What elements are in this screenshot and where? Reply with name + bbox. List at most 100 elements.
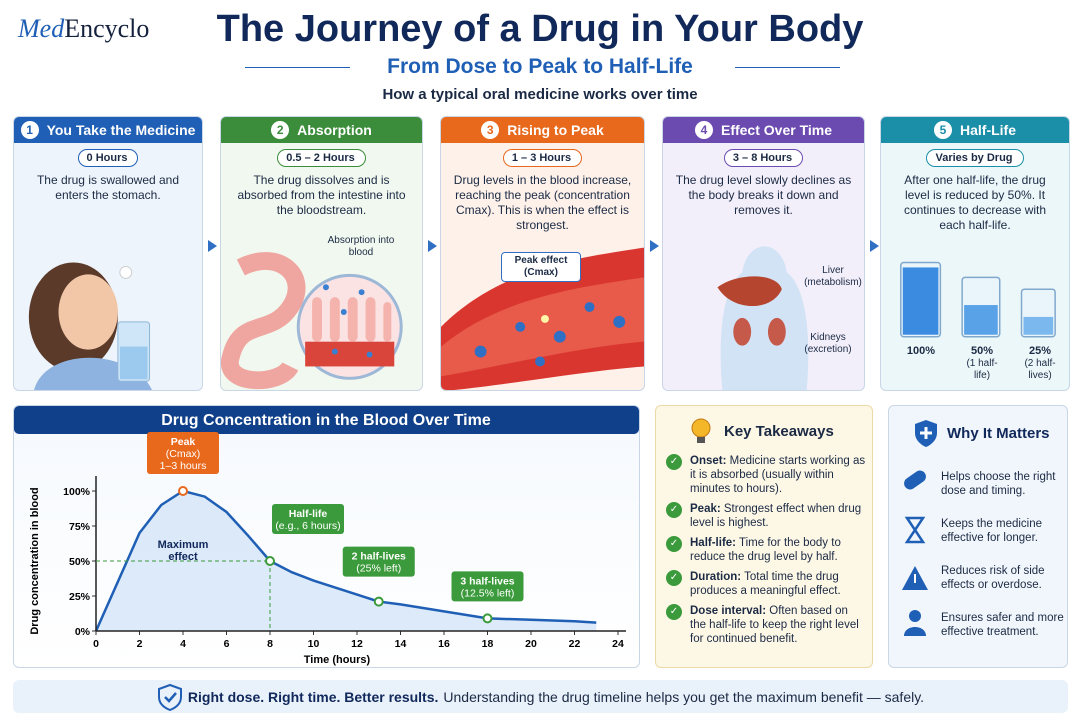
illustration-label: Liver (metabolism) xyxy=(804,265,862,288)
shield-icon xyxy=(915,420,937,447)
step-arrow xyxy=(208,240,217,252)
step-number: 5 xyxy=(934,121,952,139)
takeaway-term: Dose interval: xyxy=(690,605,767,617)
step-illustration xyxy=(28,262,152,390)
rule xyxy=(735,67,840,68)
rule xyxy=(245,67,350,68)
x-tick-label: 2 xyxy=(137,638,143,650)
chart-title-bar xyxy=(14,406,639,434)
footer-bold: Right dose. Right time. Better results. xyxy=(187,688,439,705)
step-header: 3 Rising to Peak xyxy=(441,117,644,143)
logo: MedEncyclo xyxy=(18,14,149,44)
tagline: How a typical oral medicine works over t… xyxy=(382,86,698,103)
step-number: 3 xyxy=(481,121,500,139)
y-tick-label: 50% xyxy=(69,556,91,568)
step-card: 4 Effect Over Time 3 – 8 Hours The drug lev… xyxy=(662,116,865,391)
step-header: 1 You Take the Medicine xyxy=(14,117,202,143)
x-tick-label: 24 xyxy=(612,638,624,650)
takeaway-desc: Strongest effect when drug level is high… xyxy=(690,503,862,529)
step-title: Half-Life xyxy=(960,122,1016,138)
step-illustration xyxy=(717,246,809,390)
takeaway-desc: Total time the drug produces a meaningfu… xyxy=(690,571,841,597)
takeaway-item: ✓ Duration: Total time the drug produces … xyxy=(666,570,866,598)
bulb-icon xyxy=(691,418,711,443)
check-icon: ✓ xyxy=(666,604,682,620)
annotation-box xyxy=(451,571,524,602)
step-time: 3 – 8 Hours xyxy=(723,149,804,167)
x-tick-label: 20 xyxy=(525,638,537,650)
takeaway-text: Peak: Strongest effect when drug level i… xyxy=(690,502,866,530)
footer: Right dose. Right time. Better results. U… xyxy=(13,680,1068,713)
illustration-label: 25% xyxy=(1028,345,1052,357)
title: The Journey of a Drug in Your Body xyxy=(216,8,864,50)
takeaway-item: ✓ Onset: Medicine starts working as it is… xyxy=(666,454,866,496)
annotation-text: Half-life xyxy=(289,508,328,520)
step-time: 0.5 – 2 Hours xyxy=(277,149,366,167)
footer-icon xyxy=(157,683,182,711)
takeaway-term: Peak: xyxy=(690,503,721,515)
step-card: 3 Rising to Peak 1 – 3 Hours Drug levels in… xyxy=(440,116,645,391)
x-tick-label: 8 xyxy=(267,638,273,650)
subtitle: From Dose to Peak to Half-Life xyxy=(387,55,693,78)
annotation-text: Peak xyxy=(171,436,196,448)
x-tick-label: 4 xyxy=(180,638,186,650)
step-header: 5 Half-Life xyxy=(881,117,1069,143)
takeaway-text: Onset: Medicine starts working as it is … xyxy=(690,454,866,496)
annotation-text: 2 half-lives xyxy=(352,551,406,563)
annotation-text: (e.g., 6 hours) xyxy=(275,520,340,532)
step-number: 4 xyxy=(694,121,713,139)
step-title: Effect Over Time xyxy=(720,122,832,138)
illustration-label: (1 half-life) xyxy=(966,358,998,381)
step-text: The drug is swallowed and enters the sto… xyxy=(36,173,180,202)
step-illustration xyxy=(221,252,403,390)
annotation-marker xyxy=(373,596,384,607)
illustration-label: Absorption into blood xyxy=(327,235,395,258)
step-header: 2 Absorption xyxy=(221,117,422,143)
x-tick-label: 14 xyxy=(395,638,407,650)
step-card: 5 Half-Life Varies by Drug After one half-l… xyxy=(880,116,1070,391)
takeaway-desc: Time for the body to reduce the drug lev… xyxy=(690,537,841,563)
annotation-box xyxy=(147,432,219,474)
area-label: Maximum xyxy=(158,539,209,551)
step-time: 1 – 3 Hours xyxy=(502,149,583,167)
step-time: 0 Hours xyxy=(77,149,139,167)
takeaway-item: ✓ Peak: Strongest effect when drug level … xyxy=(666,502,866,530)
step-illustration xyxy=(900,261,1056,338)
annotation-text: (Cmax) xyxy=(166,448,200,460)
check-icon: ✓ xyxy=(666,454,682,470)
takeaway-item: ✓ Dose interval: Often based on the half-… xyxy=(666,604,866,646)
annotation-marker xyxy=(265,556,275,566)
why-panel: Why It Matters Helps choose the right do… xyxy=(888,405,1068,668)
takeaway-desc: Often based on the half-life to keep the… xyxy=(690,605,859,645)
annotation-marker xyxy=(482,613,493,624)
step-header: 4 Effect Over Time xyxy=(663,117,864,143)
x-tick-label: 0 xyxy=(93,638,99,650)
illustration-label: 100% xyxy=(906,345,936,357)
footer-text: Understanding the drug timeline helps yo… xyxy=(443,688,925,705)
illustration-label: (2 half-lives) xyxy=(1024,358,1056,381)
x-tick-label: 10 xyxy=(308,638,320,650)
step-title: You Take the Medicine xyxy=(46,122,196,138)
step-title: Rising to Peak xyxy=(507,122,604,138)
chart-title: Drug Concentration in the Blood Over Tim… xyxy=(161,412,491,429)
step-arrow xyxy=(428,240,437,252)
illustration-label: Kidneys (excretion) xyxy=(804,332,852,355)
logo-rest: Encyclo xyxy=(64,14,150,43)
y-tick-label: 0% xyxy=(75,626,91,638)
x-axis-label: Time (hours) xyxy=(304,654,371,666)
step-arrow xyxy=(870,240,879,252)
takeaways-panel: Key Takeaways ✓ Onset: Medicine starts wo… xyxy=(655,405,873,668)
takeaway-desc: Medicine starts working as it is absorbe… xyxy=(690,455,866,495)
step-text: The drug level slowly declines as the bo… xyxy=(675,173,852,217)
illustration-label: 50% xyxy=(970,345,994,357)
step-title: Absorption xyxy=(297,122,372,138)
why-icons xyxy=(902,470,928,636)
check-icon: ✓ xyxy=(666,570,682,586)
why-item: Keeps the medicine effective for longer. xyxy=(941,518,1043,544)
x-tick-label: 18 xyxy=(482,638,494,650)
takeaway-term: Onset: xyxy=(690,455,727,467)
step-time: Varies by Drug xyxy=(926,149,1024,167)
annotation-text: 3 half-lives xyxy=(460,575,514,587)
y-tick-label: 100% xyxy=(63,486,91,498)
